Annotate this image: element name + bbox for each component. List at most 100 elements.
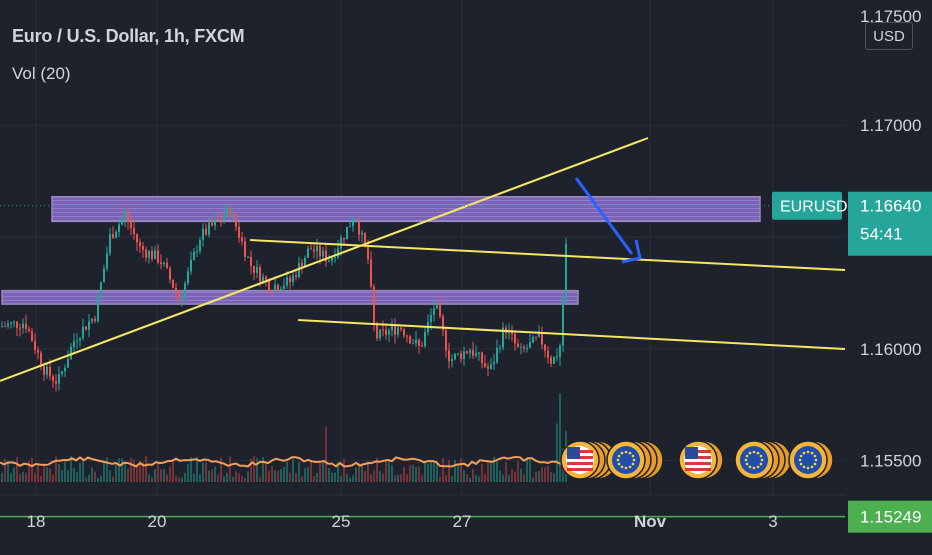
candles bbox=[1, 203, 567, 392]
lower-channel-line[interactable] bbox=[297, 319, 846, 350]
volume-bar bbox=[553, 473, 555, 482]
level-tag-label: 1.15249 bbox=[860, 508, 921, 527]
volume-bar bbox=[271, 466, 273, 482]
volume-bar bbox=[550, 472, 552, 482]
volume-bar bbox=[202, 462, 204, 482]
candle-body bbox=[376, 324, 378, 339]
eu-flag-icon[interactable] bbox=[606, 440, 664, 480]
volume-bar bbox=[253, 456, 255, 482]
candle-body bbox=[208, 222, 210, 235]
candle-body bbox=[154, 250, 156, 259]
candle-body bbox=[439, 305, 441, 317]
candle-body bbox=[43, 366, 45, 375]
volume-bar bbox=[403, 467, 405, 482]
volume-bar bbox=[394, 475, 396, 482]
volume-bar bbox=[367, 461, 369, 482]
volume-bar bbox=[10, 472, 12, 482]
volume-bar bbox=[133, 459, 135, 482]
candle-body bbox=[541, 332, 543, 345]
candle-body bbox=[397, 327, 399, 335]
time-axis[interactable]: 18 20 25 27 Nov 3 bbox=[0, 494, 845, 531]
candle-body bbox=[193, 251, 195, 260]
us-flag-icon[interactable] bbox=[678, 440, 724, 480]
candle-body bbox=[514, 334, 516, 344]
candle-body bbox=[190, 259, 192, 272]
economic-events[interactable] bbox=[560, 440, 834, 480]
volume-bar bbox=[544, 467, 546, 482]
projection-arrowhead bbox=[621, 239, 642, 264]
us-flag-icon[interactable] bbox=[560, 440, 618, 480]
upper-channel-line[interactable] bbox=[249, 239, 846, 271]
volume-bar bbox=[49, 468, 51, 482]
symbol-tag[interactable] bbox=[772, 191, 842, 220]
volume-bar bbox=[97, 477, 99, 482]
eu-flag-icon[interactable] bbox=[734, 440, 792, 480]
eu-flag-icon[interactable] bbox=[788, 440, 834, 480]
candle-body bbox=[478, 352, 480, 354]
candle-body bbox=[493, 362, 495, 365]
candle-body bbox=[550, 357, 552, 364]
volume-bar bbox=[22, 471, 24, 482]
last-price-tag[interactable] bbox=[848, 191, 932, 256]
mid-zone[interactable] bbox=[1, 289, 579, 305]
candle-body bbox=[28, 328, 30, 332]
candle-body bbox=[76, 340, 78, 342]
level-tag[interactable] bbox=[848, 500, 932, 533]
volume-bar bbox=[559, 393, 561, 482]
volume-bar bbox=[235, 471, 237, 482]
candle-body bbox=[61, 371, 63, 374]
candle-body bbox=[280, 288, 282, 291]
volume-bar bbox=[85, 477, 87, 482]
rising-trendline[interactable] bbox=[0, 137, 649, 382]
candle-body bbox=[457, 353, 459, 355]
price-axis[interactable]: 1.17500 1.17000 1.16000 1.15500 EURUSD 1.1664… bbox=[772, 7, 932, 533]
volume-bar bbox=[295, 473, 297, 482]
volume-bar bbox=[79, 462, 81, 482]
candle-body bbox=[256, 266, 258, 273]
candle-body bbox=[52, 376, 54, 382]
candle-body bbox=[289, 277, 291, 283]
volume-bar bbox=[397, 474, 399, 482]
volume-bar bbox=[310, 460, 312, 482]
volume-bar bbox=[88, 474, 90, 482]
volume-bar bbox=[82, 459, 84, 482]
time-tick: 25 bbox=[332, 512, 351, 531]
candle-body bbox=[364, 232, 366, 247]
candle-body bbox=[55, 381, 57, 384]
candle-body bbox=[292, 275, 294, 283]
volume-bar bbox=[280, 468, 282, 482]
candle-body bbox=[196, 251, 198, 253]
volume-bar bbox=[55, 456, 57, 482]
currency-button[interactable]: USD bbox=[865, 22, 913, 50]
candle-body bbox=[130, 221, 132, 229]
drawing-lines[interactable] bbox=[0, 137, 846, 518]
volume-bar bbox=[346, 473, 348, 482]
symbol-title[interactable]: Euro / U.S. Dollar, 1h, FXCM bbox=[12, 26, 245, 46]
projection-arrow[interactable] bbox=[574, 177, 634, 255]
candle-body bbox=[445, 330, 447, 351]
volume-bar bbox=[493, 456, 495, 482]
candle-body bbox=[148, 251, 150, 258]
resistance-zone[interactable] bbox=[51, 195, 761, 223]
candle-body bbox=[49, 366, 51, 377]
volume-bar bbox=[25, 472, 27, 482]
volume-bar bbox=[445, 475, 447, 482]
candle-body bbox=[472, 350, 474, 356]
volume-bar bbox=[76, 472, 78, 482]
volume-bar bbox=[316, 472, 318, 482]
candle-body bbox=[118, 224, 120, 233]
candle-body bbox=[553, 357, 555, 364]
volume-indicator-label[interactable]: Vol (20) bbox=[12, 64, 71, 83]
volume-bar bbox=[304, 468, 306, 482]
candle-body bbox=[121, 218, 123, 225]
candle-body bbox=[202, 228, 204, 240]
volume-bar bbox=[430, 462, 432, 482]
candle-body bbox=[112, 234, 114, 239]
volume-bar bbox=[442, 457, 444, 482]
price-tick: 1.15500 bbox=[860, 452, 921, 471]
candle-body bbox=[475, 353, 477, 356]
volume-bar bbox=[349, 477, 351, 482]
candle-body bbox=[559, 345, 561, 357]
